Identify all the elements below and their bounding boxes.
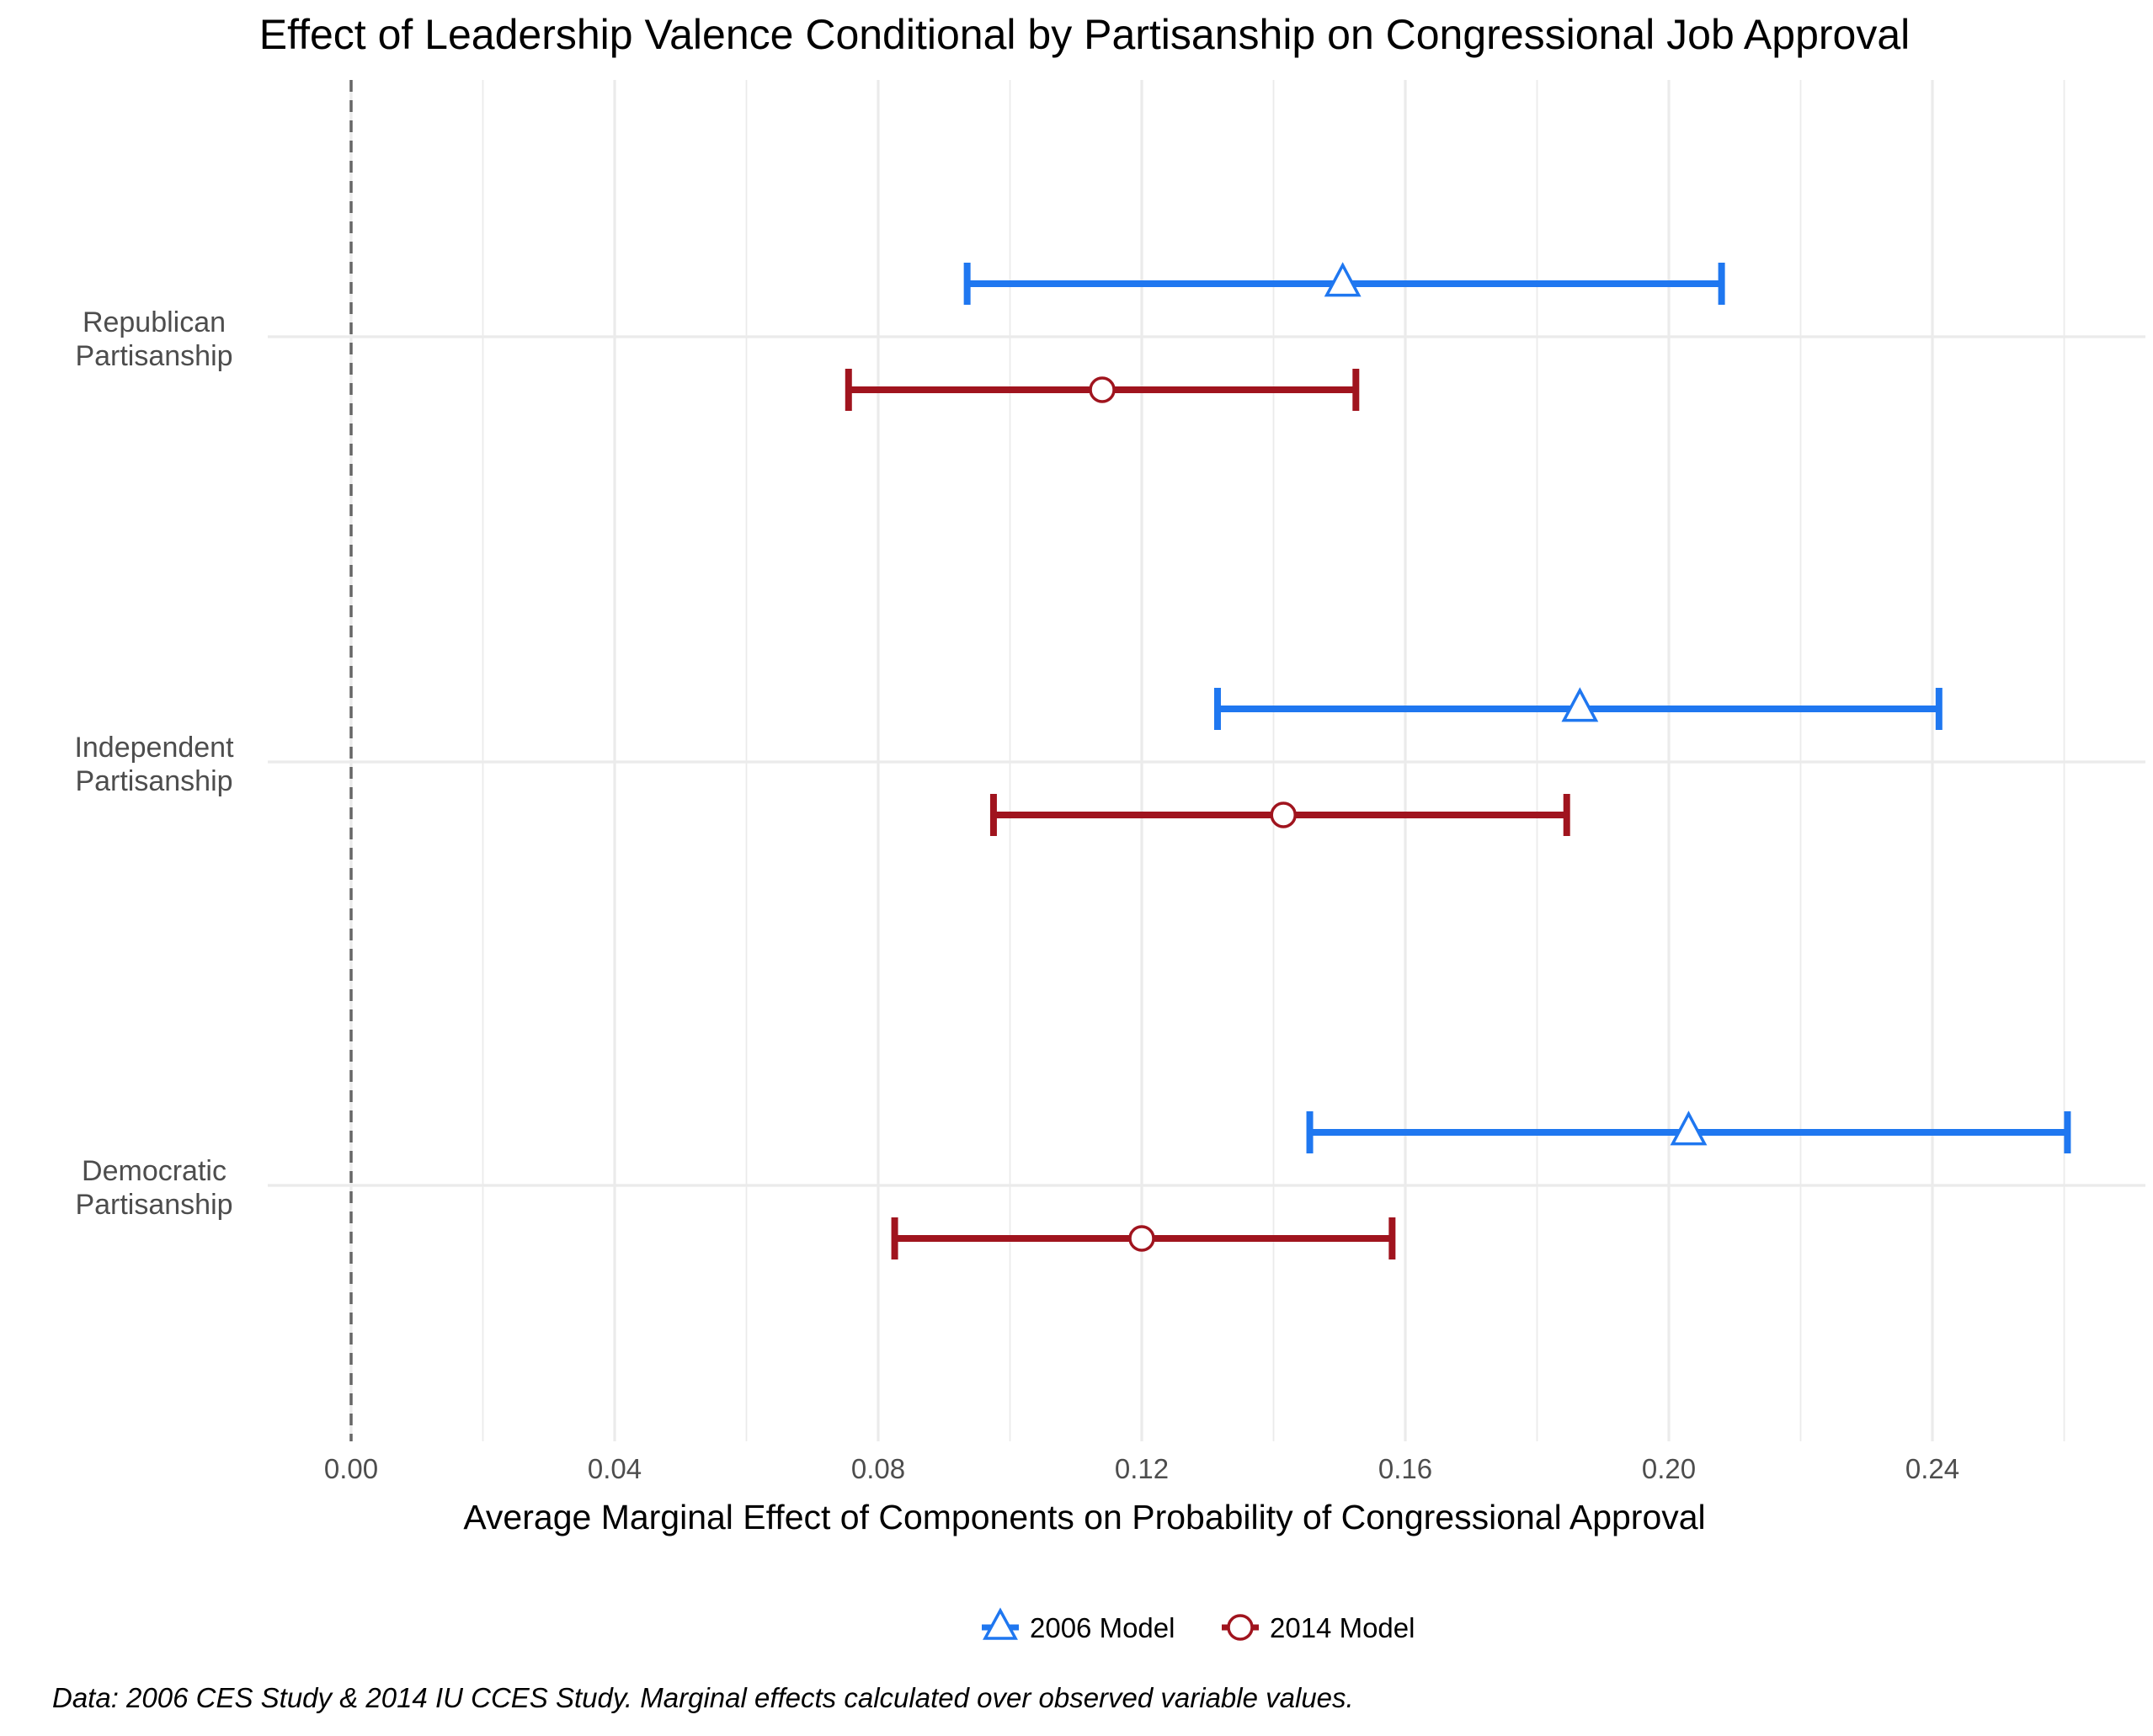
- errorbar-circle: [989, 794, 1570, 836]
- errorbar-circle: [845, 369, 1360, 411]
- point-estimate-triangle: [1561, 687, 1599, 722]
- point-estimate-circle: [1128, 1225, 1155, 1252]
- legend-circle-icon: [1227, 1614, 1254, 1641]
- point-estimate-triangle: [1670, 1110, 1708, 1146]
- y-tick-label-line: Partisanship: [75, 1189, 232, 1221]
- point-estimate-circle: [1270, 801, 1297, 828]
- y-tick-label-line: Republican: [83, 306, 226, 338]
- y-tick-label-line: Independent: [74, 732, 234, 764]
- x-axis: 0.00 0.04 0.08 0.12 0.16 0.20 0.24: [324, 1453, 1959, 1484]
- errorbar-circle: [891, 1217, 1396, 1259]
- x-axis-label: Average Marginal Effect of Components on…: [463, 1498, 1705, 1536]
- plot-marks: [845, 262, 2071, 1259]
- y-tick-label-line: Democratic: [82, 1155, 226, 1187]
- legend-label: 2006 Model: [1030, 1612, 1175, 1643]
- legend-item: 2014 Model: [1222, 1612, 1415, 1643]
- legend-triangle-icon: [983, 1607, 1018, 1640]
- legend-label: 2014 Model: [1270, 1612, 1415, 1643]
- y-tick-label-line: Partisanship: [75, 765, 232, 797]
- x-tick-label: 0.16: [1378, 1453, 1432, 1484]
- point-estimate-circle: [1089, 376, 1116, 403]
- grid: [268, 80, 2145, 1441]
- x-tick-label: 0.08: [851, 1453, 905, 1484]
- errorbar-triangle: [963, 262, 1725, 305]
- x-tick-label: 0.20: [1642, 1453, 1696, 1484]
- errorbar-triangle: [1213, 687, 1942, 730]
- x-tick-label: 0.04: [588, 1453, 642, 1484]
- point-estimate-triangle: [1324, 262, 1362, 297]
- x-tick-label: 0.24: [1905, 1453, 1959, 1484]
- legend-item: 2006 Model: [982, 1607, 1175, 1643]
- y-tick-label-line: Partisanship: [75, 340, 232, 372]
- y-tick-label: Republican Partisanship: [75, 306, 232, 372]
- x-tick-label: 0.00: [324, 1453, 378, 1484]
- chart-title: Effect of Leadership Valence Conditional…: [259, 11, 1911, 58]
- chart-caption: Data: 2006 CES Study & 2014 IU CCES Stud…: [52, 1682, 1354, 1713]
- y-tick-label: Independent Partisanship: [74, 732, 234, 797]
- errorbar-triangle: [1306, 1110, 2071, 1153]
- x-tick-label: 0.12: [1115, 1453, 1169, 1484]
- legend: 2006 Model 2014 Model: [982, 1607, 1415, 1643]
- y-tick-label: Democratic Partisanship: [75, 1155, 232, 1221]
